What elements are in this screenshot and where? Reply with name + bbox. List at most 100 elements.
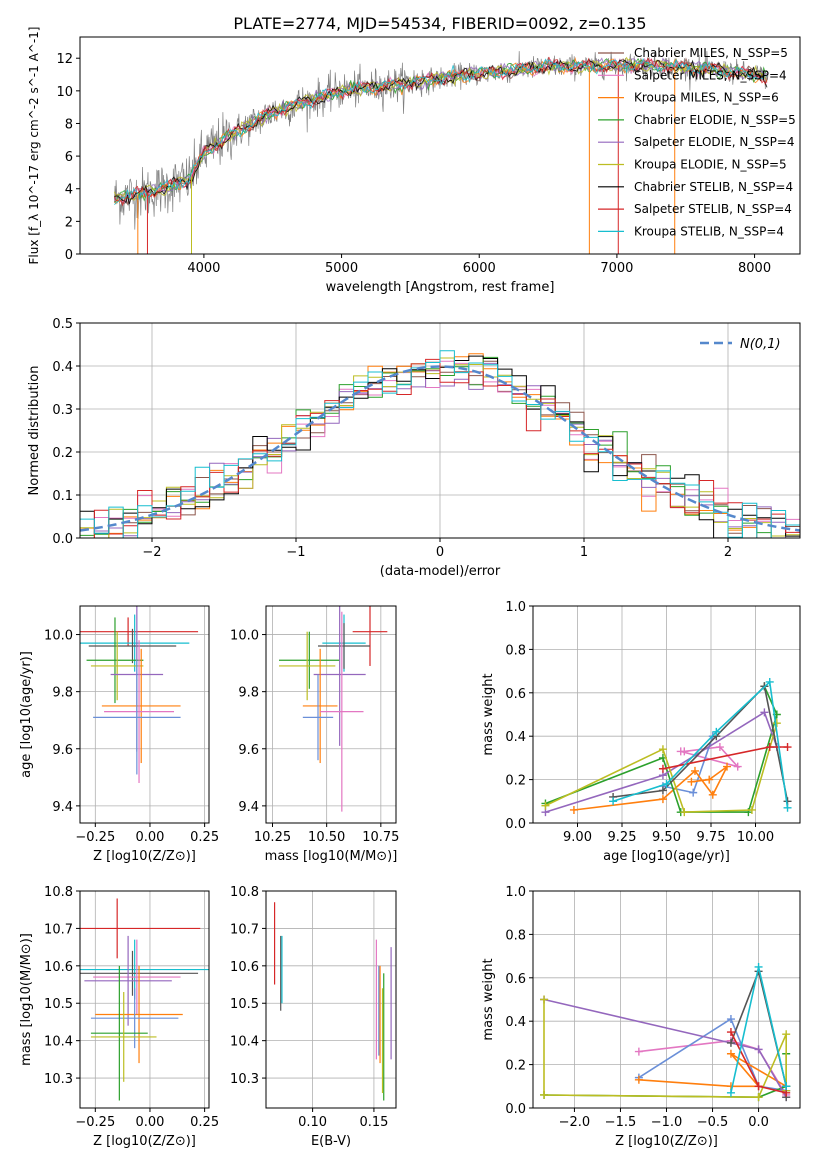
x-tick-label: −1.0	[651, 1115, 683, 1130]
x-tick-label: 1	[580, 545, 588, 560]
y-tick-label: 0.0	[505, 1102, 526, 1117]
x-tick-label: −0.25	[75, 1115, 115, 1130]
x-tick-label: 0.25	[190, 1115, 219, 1130]
x-tick-label: −1.5	[605, 1115, 637, 1130]
series-marker	[658, 795, 667, 804]
y-tick-label: 9.6	[238, 743, 259, 758]
x-tick-label: 8000	[738, 261, 771, 276]
y-axis-label: Flux [f_λ 10^-17 erg cm^-2 s^-1 A^-1]	[27, 27, 41, 265]
x-tick-label: 0.0	[748, 1115, 769, 1130]
y-tick-label: 10.4	[230, 1035, 259, 1050]
y-tick-label: 10.6	[44, 960, 73, 975]
y-tick-label: 10	[56, 85, 73, 100]
x-tick-label: 0.15	[359, 1115, 388, 1130]
series-marker	[783, 743, 792, 752]
series-marker	[772, 719, 781, 728]
x-tick-label: 0.00	[135, 830, 164, 845]
residual-histogram-panel: −2 −1 0 1 2 0.0 0.1 0.2 0.3 0.4 0.5 (data-model)/er…	[27, 317, 801, 579]
series-marker	[782, 1082, 791, 1091]
x-axis-label: Z [log10(Z/Z⊙)]	[615, 1134, 718, 1149]
x-tick-label: 0.25	[190, 830, 219, 845]
x-tick-label: 4000	[187, 261, 220, 276]
series-marker	[754, 1082, 763, 1091]
y-tick-label: 1.0	[505, 600, 526, 615]
x-tick-label: 10.00	[737, 830, 774, 845]
series-marker	[658, 745, 667, 754]
histogram-step-8	[80, 358, 800, 538]
y-tick-label: 4	[65, 183, 73, 198]
age-vs-mass-panel: 10.25 10.50 10.75 9.4 9.6 9.8 10.0 mass [log10(…	[230, 605, 399, 864]
histogram-step-9	[80, 350, 800, 538]
y-tick-label: 8	[65, 117, 73, 132]
series-marker	[676, 747, 685, 756]
residual-plot-area	[80, 350, 800, 538]
series-marker	[754, 962, 763, 971]
legend-label-1: Chabrier MILES, N_SSP=5	[634, 46, 788, 60]
x-tick-label: 9.75	[697, 830, 726, 845]
x-tick-label: 6000	[463, 261, 496, 276]
legend-label-4: Chabrier ELODIE, N_SSP=5	[634, 113, 796, 127]
spectrum-model-line-9	[114, 57, 768, 206]
y-tick-label: 0.6	[505, 687, 526, 702]
series-marker	[754, 1045, 763, 1054]
series-marker	[658, 764, 667, 773]
series-marker	[705, 775, 714, 784]
x-tick-label: 10.25	[254, 830, 291, 845]
legend-label-2: Salpeter MILES, N_SSP=4	[634, 68, 787, 82]
y-tick-label: 9.8	[52, 686, 73, 701]
x-axis-label: mass [log10(M/M⊙)]	[265, 849, 398, 864]
axes-frame	[79, 890, 210, 1109]
x-tick-label: −2	[142, 545, 161, 560]
legend-label-5: Salpeter ELODIE, N_SSP=4	[634, 135, 795, 149]
series-marker	[662, 779, 671, 788]
y-tick-label: 10.4	[44, 1035, 73, 1050]
series-line-7	[612, 684, 789, 802]
y-axis-label: mass weight	[481, 958, 496, 1040]
y-tick-label: 2	[65, 215, 73, 230]
scatter-plot-area	[80, 606, 199, 784]
series-marker	[689, 788, 698, 797]
y-tick-label: 9.8	[238, 686, 259, 701]
y-tick-label: 10.3	[44, 1072, 73, 1087]
series-marker	[765, 743, 774, 752]
legend-label-8: Salpeter STELIB, N_SSP=4	[634, 202, 792, 216]
x-axis-label: age [log10(age/yr)]	[603, 849, 730, 864]
y-tick-label: 0.5	[52, 317, 73, 332]
weight-vs-age-panel: 9.00 9.25 9.50 9.75 10.00 0.0 0.2 0.4 0.6 0.8 1.0 a…	[481, 600, 801, 864]
histogram-step-3	[80, 353, 800, 538]
x-tick-label: 0.10	[298, 1115, 327, 1130]
legend-label-7: Chabrier STELIB, N_SSP=4	[634, 180, 793, 194]
y-tick-label: 0.3	[52, 403, 73, 418]
series-marker	[726, 1088, 735, 1097]
series-marker	[690, 766, 699, 775]
spectrum-model-line-6	[113, 56, 768, 201]
x-tick-label: −0.5	[697, 1115, 729, 1130]
x-tick-label: 0.00	[135, 1115, 164, 1130]
series-marker	[760, 708, 769, 717]
series-marker	[754, 1093, 763, 1102]
x-tick-label: 7000	[600, 261, 633, 276]
series-marker	[658, 786, 667, 795]
x-tick-label: 9.00	[563, 830, 592, 845]
histogram-step-2	[80, 360, 800, 538]
axes-frame	[265, 605, 397, 824]
y-tick-label: 9.6	[52, 743, 73, 758]
series-marker	[783, 803, 792, 812]
scatter-plot-area	[279, 606, 388, 812]
y-tick-label: 0.2	[505, 774, 526, 789]
y-tick-label: 10.7	[44, 922, 73, 937]
series-line-5	[545, 711, 778, 813]
y-tick-label: 10.6	[230, 960, 259, 975]
series-marker	[726, 1015, 735, 1024]
y-tick-label: 0.4	[52, 360, 73, 375]
y-tick-label: 0.8	[505, 643, 526, 658]
series-marker	[634, 1047, 643, 1056]
y-tick-label: 12	[56, 52, 73, 67]
series-line-4	[545, 685, 778, 813]
y-tick-label: 10.0	[44, 629, 73, 644]
y-tick-label: 0.2	[505, 1059, 526, 1074]
y-tick-label: 10.5	[44, 997, 73, 1012]
x-tick-label: 10.50	[308, 830, 345, 845]
y-tick-label: 0.4	[505, 730, 526, 745]
series-marker	[765, 677, 774, 686]
